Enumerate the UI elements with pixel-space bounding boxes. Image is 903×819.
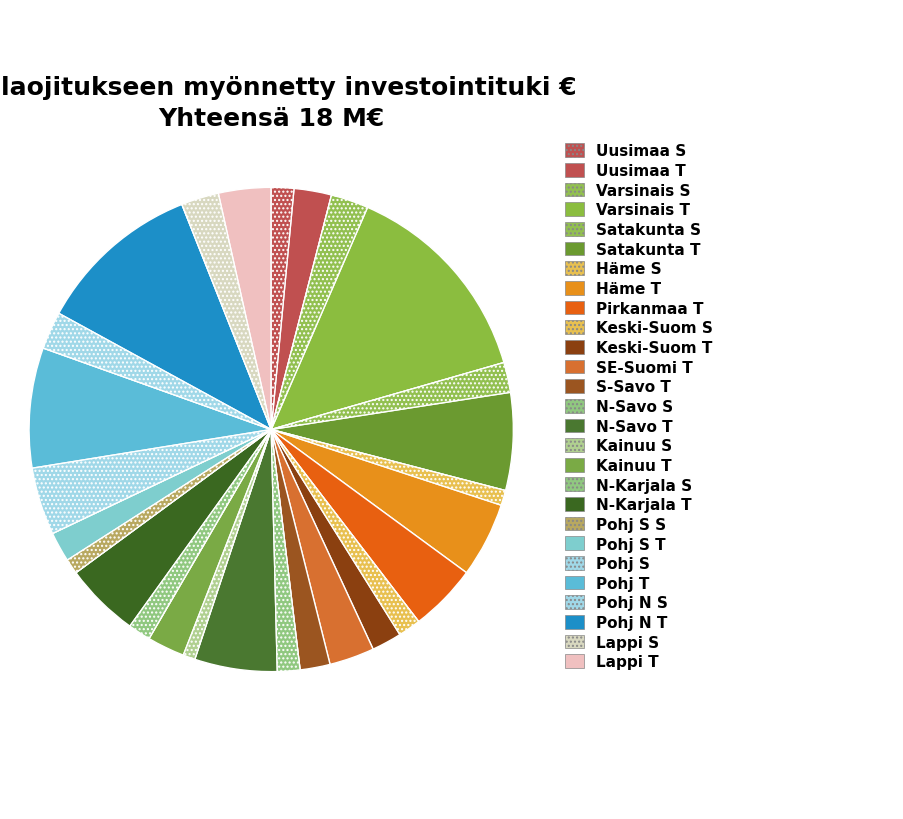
Wedge shape <box>43 314 271 430</box>
Wedge shape <box>271 430 330 670</box>
Wedge shape <box>218 188 271 430</box>
Wedge shape <box>149 430 271 655</box>
Wedge shape <box>59 206 271 430</box>
Wedge shape <box>67 430 271 573</box>
Wedge shape <box>271 363 510 430</box>
Wedge shape <box>130 430 271 639</box>
Wedge shape <box>271 196 368 430</box>
Wedge shape <box>271 208 503 430</box>
Wedge shape <box>271 430 418 635</box>
Wedge shape <box>43 314 271 430</box>
Wedge shape <box>271 430 373 664</box>
Wedge shape <box>271 430 418 635</box>
Wedge shape <box>182 194 271 430</box>
Wedge shape <box>271 363 510 430</box>
Wedge shape <box>271 393 513 491</box>
Wedge shape <box>130 430 271 639</box>
Wedge shape <box>183 430 271 659</box>
Wedge shape <box>76 430 271 627</box>
Wedge shape <box>271 430 300 672</box>
Wedge shape <box>183 430 271 659</box>
Wedge shape <box>33 430 271 534</box>
Wedge shape <box>33 430 271 534</box>
Wedge shape <box>271 430 505 505</box>
Wedge shape <box>182 194 271 430</box>
Wedge shape <box>271 188 293 430</box>
Wedge shape <box>271 189 331 430</box>
Wedge shape <box>271 196 368 430</box>
Wedge shape <box>271 430 466 622</box>
Wedge shape <box>194 430 277 672</box>
Wedge shape <box>271 430 500 573</box>
Title: Salaojitukseen myönnetty investointituki €
Yhteensä 18 M€: Salaojitukseen myönnetty investointituki… <box>0 75 576 131</box>
Legend: Uusimaa S, Uusimaa T, Varsinais S, Varsinais T, Satakunta S, Satakunta T, Häme S: Uusimaa S, Uusimaa T, Varsinais S, Varsi… <box>560 140 717 674</box>
Wedge shape <box>29 349 271 468</box>
Wedge shape <box>67 430 271 573</box>
Wedge shape <box>271 430 399 649</box>
Wedge shape <box>271 188 293 430</box>
Wedge shape <box>271 430 505 505</box>
Wedge shape <box>52 430 271 560</box>
Wedge shape <box>271 430 300 672</box>
